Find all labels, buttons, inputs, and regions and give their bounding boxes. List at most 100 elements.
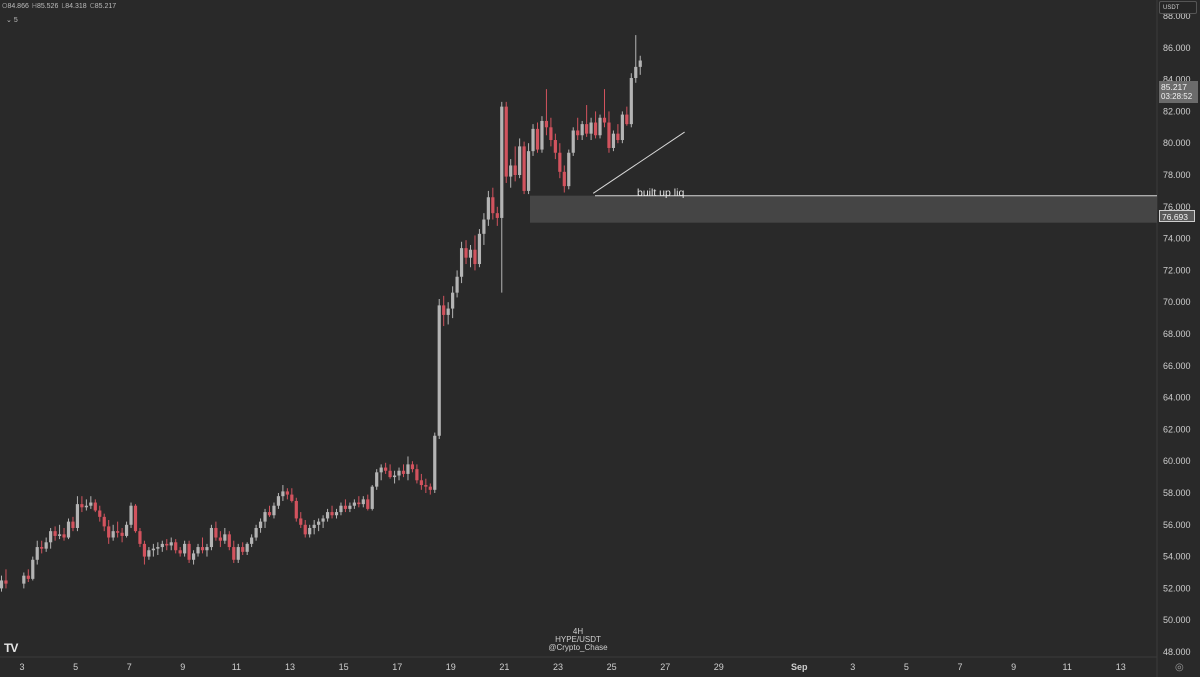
watermark-author: @Crypto_Chase <box>548 643 608 652</box>
tradingview-logo[interactable]: TV <box>4 641 18 655</box>
candle-body <box>491 197 495 214</box>
candle-body <box>553 140 557 153</box>
y-tick-label: 64.000 <box>1163 393 1191 403</box>
candle-body <box>535 128 540 150</box>
y-tick-label: 78.000 <box>1163 170 1191 180</box>
candle-body <box>308 527 312 535</box>
candle-body <box>468 249 473 258</box>
level-price-tag: 76.693 <box>1159 210 1195 222</box>
candle-body <box>40 547 44 549</box>
candle-body <box>562 171 566 187</box>
candle-body <box>473 249 477 265</box>
candle-body <box>89 502 93 506</box>
candle-body <box>464 248 468 258</box>
x-tick-label: 29 <box>714 662 724 672</box>
candle-body <box>459 248 464 277</box>
candle-body <box>26 575 30 579</box>
candle-body <box>317 521 321 525</box>
candle-body <box>196 547 200 554</box>
candle-body <box>509 165 513 177</box>
x-tick-label: 7 <box>127 662 132 672</box>
candle-body <box>205 547 209 551</box>
x-tick-label: 7 <box>957 662 962 672</box>
interval-value: 5 <box>13 17 18 24</box>
y-tick-label: 72.000 <box>1163 265 1191 275</box>
candle-body <box>357 502 361 505</box>
candle-body <box>245 543 249 552</box>
candle-body <box>531 128 535 152</box>
candle-body <box>513 165 517 175</box>
candle-body <box>446 308 450 315</box>
watermark-timeframe: 4H <box>572 627 584 636</box>
candle-body <box>71 521 75 528</box>
x-tick-label: 3 <box>19 662 24 672</box>
candle-body <box>93 502 97 511</box>
y-tick-label: 88.000 <box>1163 11 1191 21</box>
candle-body <box>486 197 490 220</box>
candle-body <box>0 580 4 589</box>
candle-body <box>218 537 222 541</box>
candle-body <box>75 504 80 528</box>
candle-body <box>281 491 285 497</box>
candle-body <box>57 534 62 536</box>
candle-body <box>384 467 388 471</box>
bar-countdown: 03:28:52 <box>1161 92 1193 101</box>
x-tick-label: 11 <box>1063 662 1072 672</box>
candle-body <box>330 512 334 516</box>
candle-body <box>303 524 307 535</box>
candle-body <box>276 496 281 506</box>
candle-body <box>321 518 325 522</box>
candle-body <box>352 502 356 506</box>
x-tick-label: 23 <box>553 662 563 672</box>
y-tick-label: 58.000 <box>1163 488 1191 498</box>
currency-selector[interactable]: USDT <box>1159 1 1197 14</box>
candle-body <box>518 146 522 175</box>
candle-body <box>250 537 254 544</box>
ohlc-key: H <box>31 3 37 10</box>
candle-body <box>334 512 339 516</box>
candle-body <box>22 575 26 584</box>
ohlc-key: L <box>61 3 66 10</box>
candle-body <box>183 543 187 554</box>
candle-body <box>156 547 160 549</box>
y-tick-label: 80.000 <box>1163 138 1191 148</box>
candle-body <box>236 547 240 560</box>
x-tick-label: 5 <box>73 662 78 672</box>
x-tick-label: 3 <box>850 662 855 672</box>
x-tick-label: 15 <box>339 662 349 672</box>
candle-body <box>482 219 486 234</box>
candle-body <box>620 114 624 141</box>
candle-body <box>294 500 298 519</box>
candle-body <box>366 499 370 509</box>
candle-body <box>111 531 115 538</box>
settings-icon[interactable]: ◎ <box>1175 662 1184 673</box>
candle-body <box>272 505 276 516</box>
candle-body <box>49 531 53 543</box>
candle-body <box>312 524 316 528</box>
candle-body <box>129 505 133 525</box>
candle-body <box>433 435 437 490</box>
interval-label[interactable]: ⌄ 5 <box>6 17 18 24</box>
candle-body <box>558 152 562 172</box>
x-tick-label: 27 <box>660 662 670 672</box>
candle-body <box>209 527 214 548</box>
candle-body <box>397 470 401 476</box>
candle-body <box>80 504 84 508</box>
y-tick-label: 50.000 <box>1163 615 1191 625</box>
candle-body <box>174 542 178 551</box>
chart-annotation[interactable]: built up liq <box>637 187 685 199</box>
candle-body <box>593 122 598 136</box>
candle-body <box>375 472 379 487</box>
currency-label: USDT <box>1163 4 1180 11</box>
candle-body <box>419 480 423 486</box>
candle-body <box>607 122 611 148</box>
candle-body <box>120 532 124 536</box>
candle-body <box>325 512 330 519</box>
candle-body <box>165 543 169 546</box>
candle-body <box>361 499 365 505</box>
candle-body <box>526 151 531 191</box>
ohlc-legend: O84.866 H85.526 L84.318 C85.217 <box>2 3 116 10</box>
y-tick-label: 70.000 <box>1163 297 1191 307</box>
candle-body <box>589 122 593 134</box>
